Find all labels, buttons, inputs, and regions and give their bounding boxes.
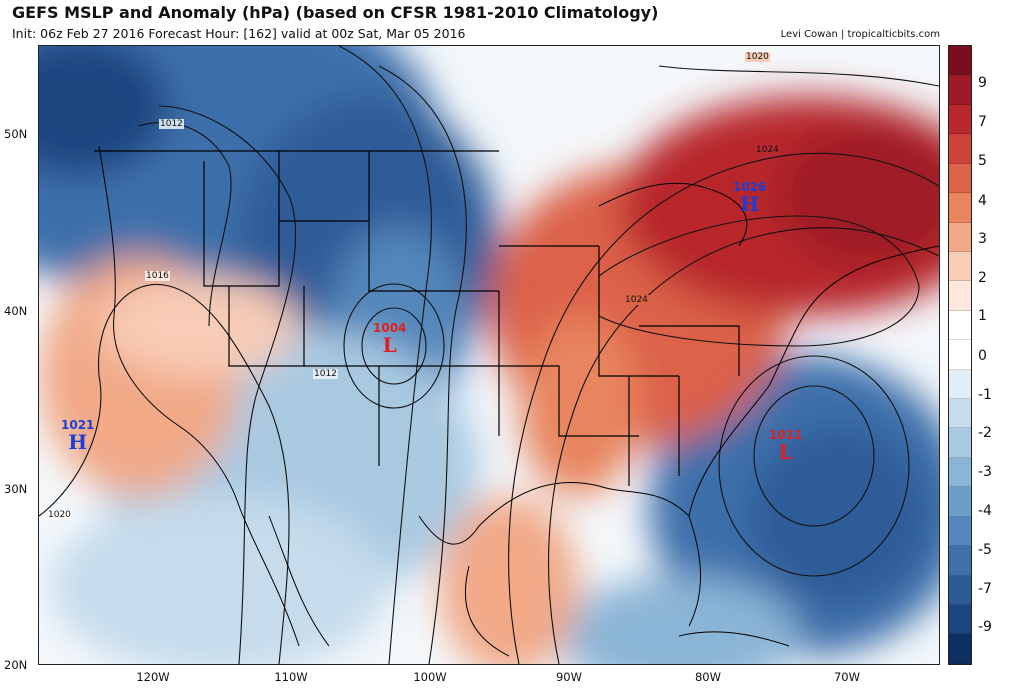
map-title: GEFS MSLP and Anomaly (hPa) (based on CF…	[12, 3, 659, 22]
mslp-anomaly-map: 1020 1012 1016 1012 1024 1020 1024 1021 …	[38, 45, 940, 665]
colorbar-segment	[949, 516, 971, 547]
low-label: L	[778, 440, 793, 464]
lon-label-120w: 120W	[136, 670, 170, 684]
state-boundaries	[94, 150, 740, 486]
isobar-label-1012-south: 1012	[313, 369, 338, 379]
isobar	[158, 105, 297, 664]
colorbar-label: 4	[978, 193, 987, 209]
isobar-label-1016: 1016	[145, 271, 170, 281]
colorbar	[948, 45, 972, 665]
isobar-label-1020-west: 1020	[47, 510, 72, 520]
colorbar-segment	[949, 340, 971, 370]
isobar	[753, 385, 875, 527]
colorbar-label: -2	[978, 425, 992, 441]
high-label: H	[68, 430, 88, 454]
lat-label-40n: 40N	[4, 304, 28, 318]
colorbar-segment	[949, 104, 971, 135]
coastlines	[98, 145, 939, 657]
colorbar-segment	[949, 222, 971, 252]
isobar-label-1020-north: 1020	[745, 52, 770, 62]
colorbar-segment	[949, 193, 971, 223]
colorbar-label: 7	[978, 114, 987, 130]
colorbar-label: 2	[978, 270, 987, 286]
colorbar-segment	[949, 575, 971, 606]
lon-label-100w: 100W	[413, 670, 447, 684]
colorbar-segment	[949, 487, 971, 517]
colorbar-segment	[949, 251, 971, 282]
isobars	[39, 46, 939, 664]
colorbar-label: 1	[978, 308, 987, 324]
isobar	[548, 227, 939, 664]
colorbar-label: -1	[978, 387, 992, 403]
colorbar-label: -5	[978, 542, 992, 558]
lon-label-110w: 110W	[274, 670, 308, 684]
isobar	[508, 152, 939, 664]
colorbar-label: 0	[978, 348, 987, 364]
colorbar-segment	[949, 399, 971, 429]
isobar-label-1012-north: 1012	[159, 119, 184, 129]
isobar	[718, 355, 910, 577]
colorbar-segment	[949, 75, 971, 105]
colorbar-segment	[949, 281, 971, 311]
isobar	[39, 284, 290, 664]
pressure-value: 1021	[61, 418, 95, 432]
credit-label: Levi Cowan | tropicalticbits.com	[780, 29, 940, 40]
lat-label-20n: 20N	[4, 658, 28, 672]
colorbar-label: -7	[978, 581, 992, 597]
low-center-plains: 1004 L	[373, 321, 406, 355]
colorbar-segment	[949, 428, 971, 458]
colorbar-label: -4	[978, 503, 992, 519]
pressure-value: 1011	[769, 428, 803, 442]
colorbar-segment	[949, 546, 971, 576]
lon-label-80w: 80W	[694, 670, 721, 684]
colorbar-segment	[949, 46, 971, 76]
isobar-label-1024: 1024	[624, 295, 649, 305]
anomaly-shading	[39, 46, 939, 664]
isobar	[658, 65, 939, 87]
forecast-info: Init: 06z Feb 27 2016 Forecast Hour: [16…	[12, 26, 466, 41]
colorbar-label: 3	[978, 231, 987, 247]
colorbar-segment	[949, 310, 971, 341]
colorbar-segment	[949, 134, 971, 164]
pressure-value: 1026	[733, 180, 767, 194]
high-label: H	[740, 192, 760, 216]
low-label: L	[382, 333, 397, 357]
colorbar-label: -9	[978, 619, 992, 635]
lat-label-30n: 30N	[4, 482, 28, 496]
isobar	[378, 65, 467, 664]
colorbar-segment	[949, 634, 971, 664]
isobar	[338, 46, 432, 664]
colorbar-segment	[949, 163, 971, 194]
pressure-value: 1004	[373, 321, 407, 335]
isobar	[598, 215, 920, 347]
isobar	[361, 307, 427, 385]
lon-label-70w: 70W	[833, 670, 860, 684]
map-canvas	[39, 46, 939, 664]
colorbar-segment	[949, 457, 971, 488]
colorbar-label: 9	[978, 75, 987, 91]
high-center-pacific: 1021 H	[61, 418, 94, 452]
colorbar-segment	[949, 605, 971, 635]
isobar-label-1024-north: 1024	[755, 145, 780, 155]
lon-label-90w: 90W	[555, 670, 582, 684]
colorbar-label: 5	[978, 153, 987, 169]
colorbar-label: -3	[978, 464, 992, 480]
low-center-atlantic: 1011 L	[769, 428, 802, 462]
lat-label-50n: 50N	[4, 127, 28, 141]
isobar	[343, 283, 445, 409]
colorbar-segment	[949, 369, 971, 400]
high-center-northeast: 1026 H	[733, 180, 766, 214]
